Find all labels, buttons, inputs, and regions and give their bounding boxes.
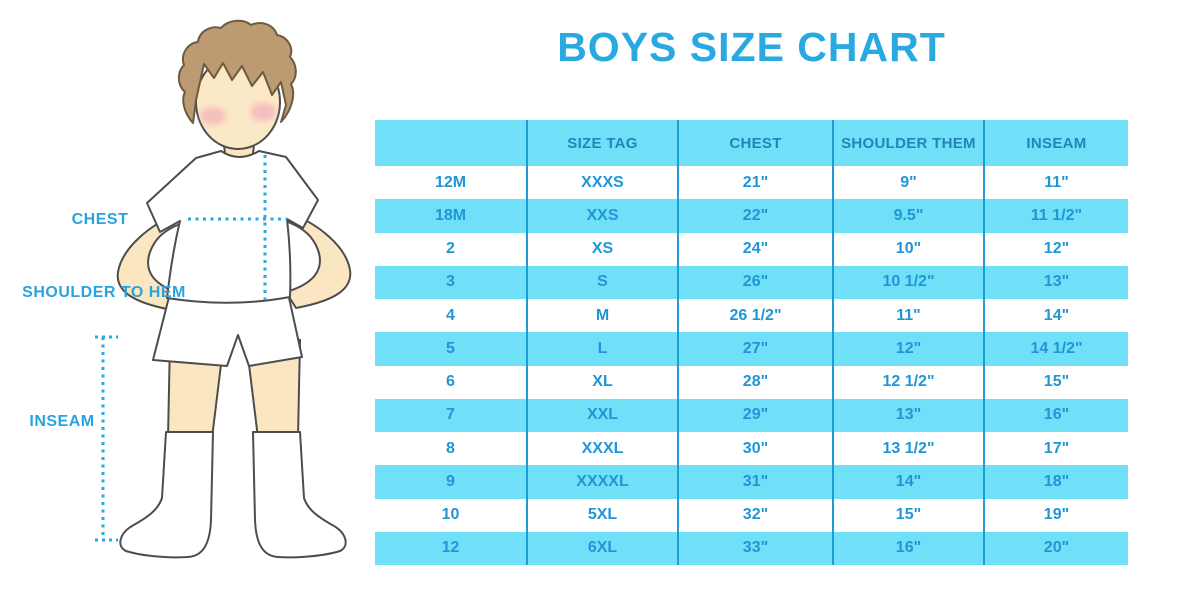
table-row: 12 6XL 33" 16" 20" [375, 531, 1128, 565]
table-cell: XL [526, 365, 678, 399]
table-cell: 11 1/2" [983, 199, 1128, 233]
table-cell: 16" [832, 531, 984, 565]
table-cell: M [526, 299, 678, 333]
table-cell: 9.5" [832, 199, 984, 233]
table-cell: 2 [375, 232, 527, 266]
table-cell: 6XL [526, 531, 678, 565]
table-cell: 9" [832, 166, 984, 200]
table-cell: 32" [677, 498, 833, 532]
table-cell: 12 [375, 531, 527, 565]
table-cell: 13" [983, 265, 1128, 299]
table-row: 2 XS 24" 10" 12" [375, 232, 1128, 266]
table-cell: 7 [375, 398, 527, 432]
table-cell: 10" [832, 232, 984, 266]
right-arm [285, 212, 352, 309]
table-cell: 30" [677, 432, 833, 466]
table-row: 5 L 27" 12" 14 1/2" [375, 332, 1128, 366]
table-row: 8 XXXL 30" 13 1/2" 17" [375, 432, 1128, 466]
t-shirt [146, 150, 319, 304]
table-cell: XXXS [526, 166, 678, 200]
table-cell: XS [526, 232, 678, 266]
hair [177, 19, 297, 124]
table-cell: 22" [677, 199, 833, 233]
inseam-label: INSEAM [29, 413, 94, 430]
boy-measurement-diagram: CHEST SHOULDER TO HEM INSEAM [22, 19, 352, 559]
table-cell: XXXL [526, 432, 678, 466]
table-cell: S [526, 265, 678, 299]
table-cell: 29" [677, 398, 833, 432]
table-cell: 3 [375, 265, 527, 299]
table-cell: 26 1/2" [677, 299, 833, 333]
table-cell: 12 1/2" [832, 365, 984, 399]
size-chart-table: SIZE TAG CHEST SHOULDER THEM INSEAM 12M XXXS… [375, 120, 1128, 565]
table-cell: 12M [375, 166, 527, 200]
shoulder-to-hem-label: SHOULDER TO HEM [22, 284, 186, 301]
table-cell: 5 [375, 332, 527, 366]
table-row: 4 M 26 1/2" 11" 14" [375, 299, 1128, 333]
table-cell: L [526, 332, 678, 366]
table-cell: 31" [677, 465, 833, 499]
table-cell: 27" [677, 332, 833, 366]
header-cell-3: SHOULDER THEM [832, 120, 984, 166]
table-row: 6 XL 28" 12 1/2" 15" [375, 365, 1128, 399]
header-row: SIZE TAG CHEST SHOULDER THEM INSEAM [375, 120, 1128, 166]
table-cell: 12" [983, 232, 1128, 266]
table-cell: XXXXL [526, 465, 678, 499]
chest-label: CHEST [72, 211, 129, 228]
table-cell: 11" [983, 166, 1128, 200]
table-cell: XXL [526, 398, 678, 432]
table-cell: 8 [375, 432, 527, 466]
table-row: 7 XXL 29" 13" 16" [375, 398, 1128, 432]
table-cell: 20" [983, 531, 1128, 565]
table-row: 12M XXXS 21" 9" 11" [375, 166, 1128, 200]
table-cell: 21" [677, 166, 833, 200]
table-cell: 17" [983, 432, 1128, 466]
table-cell: 14" [983, 299, 1128, 333]
table-cell: 13 1/2" [832, 432, 984, 466]
header-cell-1: SIZE TAG [526, 120, 678, 166]
table-cell: 15" [983, 365, 1128, 399]
table-cell: 10 1/2" [832, 265, 984, 299]
left-blush [200, 107, 226, 125]
table-cell: 13" [832, 398, 984, 432]
header-cell-0 [375, 120, 527, 166]
table-cell: 11" [832, 299, 984, 333]
table-cell: 18M [375, 199, 527, 233]
table-cell: 5XL [526, 498, 678, 532]
table-cell: 15" [832, 498, 984, 532]
table-cell: 6 [375, 365, 527, 399]
table-body: 12M XXXS 21" 9" 11" 18M XXS 22" 9.5" 11 1/2" 2 XS 24… [375, 166, 1128, 565]
table-cell: 9 [375, 465, 527, 499]
table-cell: 24" [677, 232, 833, 266]
table-row: 10 5XL 32" 15" 19" [375, 498, 1128, 532]
table-cell: XXS [526, 199, 678, 233]
header-cell-2: CHEST [677, 120, 833, 166]
table-cell: 14" [832, 465, 984, 499]
table-cell: 14 1/2" [983, 332, 1128, 366]
right-blush [250, 103, 276, 121]
header-cell-4: INSEAM [983, 120, 1128, 166]
page-title: BOYS SIZE CHART [557, 24, 946, 70]
table-cell: 16" [983, 398, 1128, 432]
left-sock [119, 431, 214, 559]
table-cell: 4 [375, 299, 527, 333]
table-cell: 28" [677, 365, 833, 399]
right-sock [252, 431, 347, 559]
table-cell: 12" [832, 332, 984, 366]
table-cell: 10 [375, 498, 527, 532]
shorts [152, 292, 303, 367]
table-row: 9 XXXXL 31" 14" 18" [375, 465, 1128, 499]
table-cell: 18" [983, 465, 1128, 499]
table-cell: 26" [677, 265, 833, 299]
table-cell: 19" [983, 498, 1128, 532]
table-row: 18M XXS 22" 9.5" 11 1/2" [375, 199, 1128, 233]
table-cell: 33" [677, 531, 833, 565]
table-row: 3 S 26" 10 1/2" 13" [375, 265, 1128, 299]
